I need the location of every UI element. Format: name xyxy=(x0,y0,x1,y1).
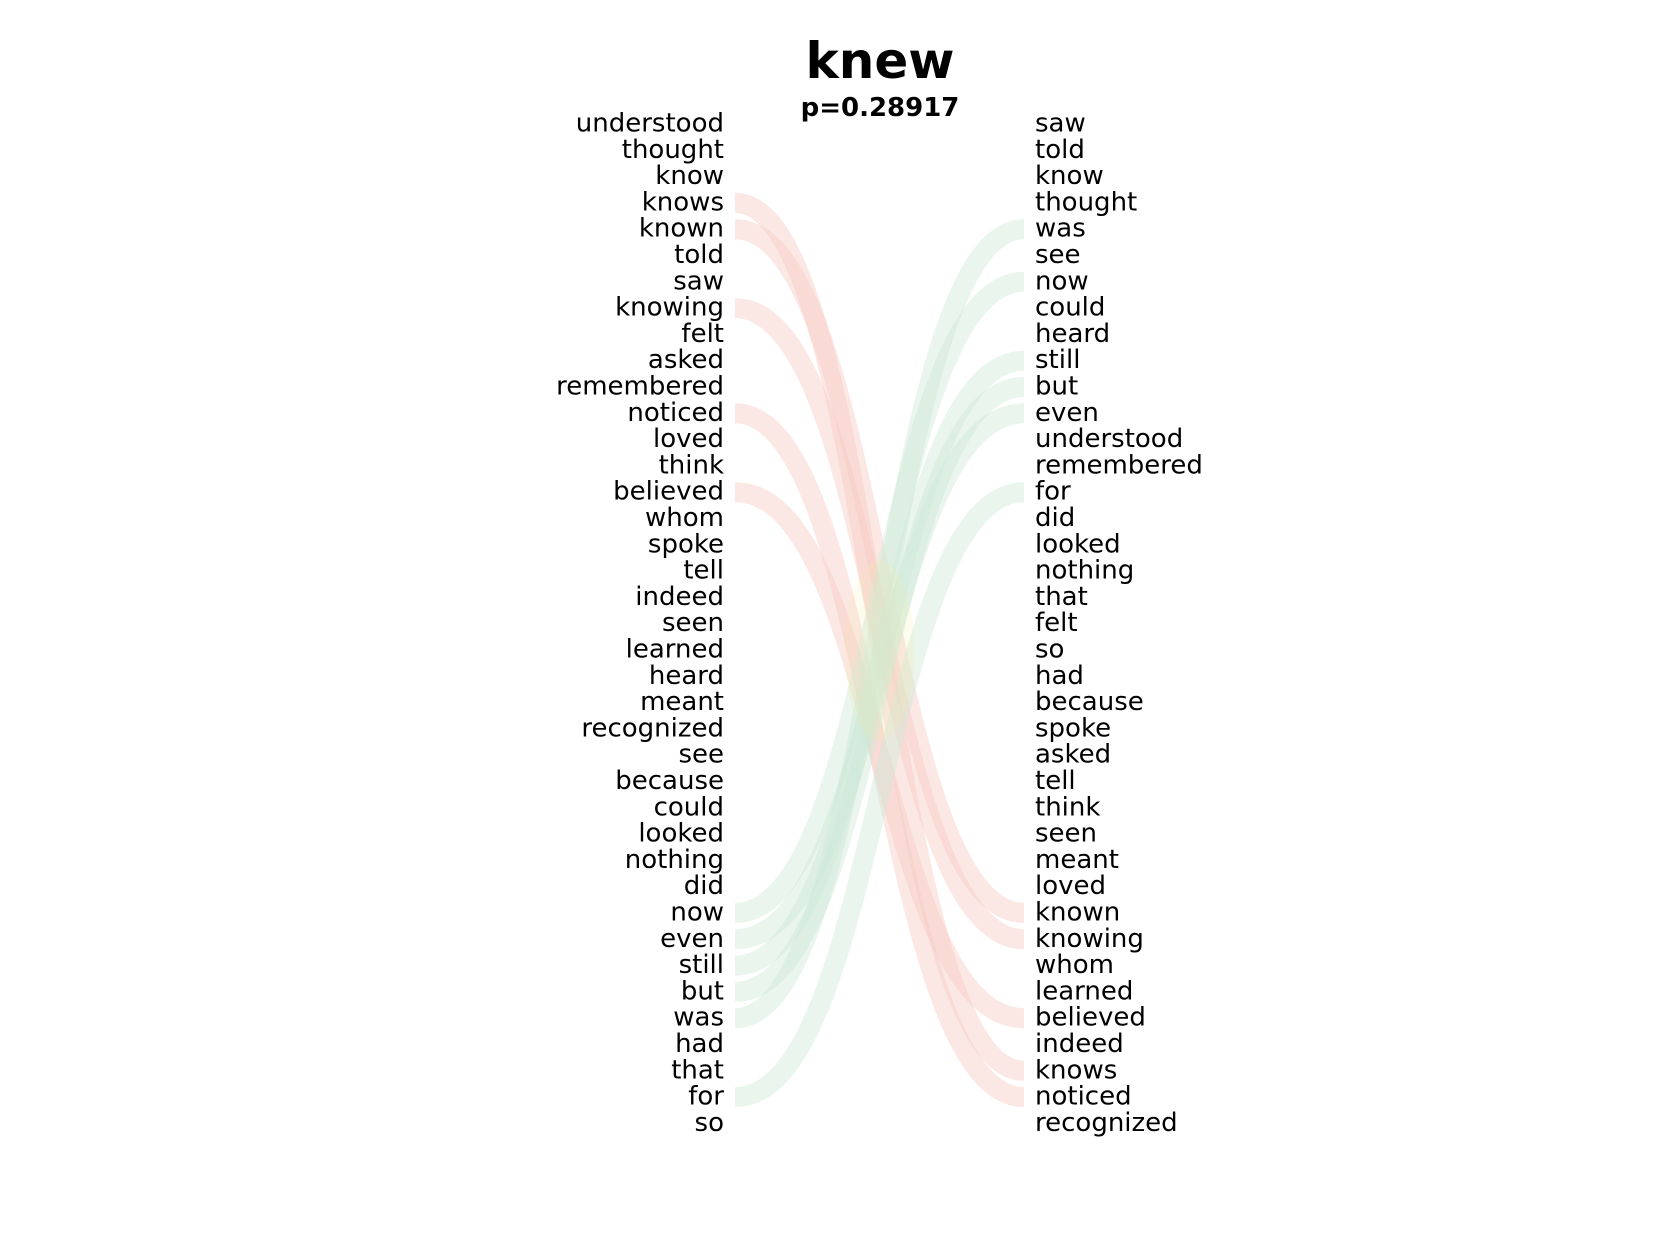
left-word-spoke: spoke xyxy=(648,529,724,559)
left-word-so: so xyxy=(695,1108,724,1138)
right-word-list: sawtoldknowthoughtwasseenowcouldheardsti… xyxy=(1035,109,1203,1138)
right-word-spoke: spoke xyxy=(1035,713,1111,743)
right-word-thought: thought xyxy=(1035,187,1137,217)
right-word-was: was xyxy=(1035,214,1086,244)
left-word-now: now xyxy=(670,898,724,928)
right-word-had: had xyxy=(1035,661,1084,691)
left-word-learned: learned xyxy=(626,635,724,665)
right-word-recognized: recognized xyxy=(1035,1108,1178,1138)
link-knows xyxy=(733,192,1026,1081)
right-word-heard: heard xyxy=(1035,319,1110,349)
right-word-whom: whom xyxy=(1035,950,1114,980)
right-word-now: now xyxy=(1035,266,1089,296)
left-word-that: that xyxy=(671,1055,724,1085)
left-word-looked: looked xyxy=(638,819,724,849)
left-word-know: know xyxy=(655,161,724,191)
right-word-so: so xyxy=(1035,635,1064,665)
right-word-told: told xyxy=(1035,135,1085,165)
link-for xyxy=(733,482,1026,1108)
right-word-think: think xyxy=(1035,792,1100,822)
left-word-had: had xyxy=(675,1029,724,1059)
right-word-learned: learned xyxy=(1035,976,1133,1006)
link-noticed xyxy=(733,403,1026,1108)
left-word-list: understoodthoughtknowknowsknowntoldsawkn… xyxy=(556,109,724,1138)
right-word-knows: knows xyxy=(1035,1055,1117,1085)
left-word-believed: believed xyxy=(613,477,724,507)
right-word-meant: meant xyxy=(1035,845,1119,875)
left-word-loved: loved xyxy=(653,424,724,454)
link-now xyxy=(733,271,1026,923)
left-word-could: could xyxy=(654,792,724,822)
left-word-knows: knows xyxy=(642,187,724,217)
left-word-did: did xyxy=(684,871,724,901)
right-word-looked: looked xyxy=(1035,529,1121,559)
left-word-even: even xyxy=(660,924,724,954)
right-word-knowing: knowing xyxy=(1035,924,1144,954)
left-word-indeed: indeed xyxy=(635,582,724,612)
link-knowing xyxy=(733,298,1026,950)
right-word-seen: seen xyxy=(1035,819,1097,849)
chart-title: knew xyxy=(806,32,955,90)
left-word-felt: felt xyxy=(681,319,724,349)
right-word-nothing: nothing xyxy=(1035,556,1134,586)
left-word-whom: whom xyxy=(645,503,724,533)
left-word-but: but xyxy=(681,976,724,1006)
right-word-but: but xyxy=(1035,372,1078,402)
right-word-remembered: remembered xyxy=(1035,450,1203,480)
right-word-still: still xyxy=(1035,345,1080,375)
right-word-noticed: noticed xyxy=(1035,1082,1132,1112)
left-word-meant: meant xyxy=(640,687,724,717)
right-word-known: known xyxy=(1035,898,1120,928)
right-word-did: did xyxy=(1035,503,1075,533)
rank-links xyxy=(733,192,1026,1108)
right-word-because: because xyxy=(1035,687,1144,717)
right-word-indeed: indeed xyxy=(1035,1029,1124,1059)
right-word-could: could xyxy=(1035,293,1105,323)
right-word-for: for xyxy=(1035,477,1071,507)
left-word-saw: saw xyxy=(673,266,724,296)
link-still xyxy=(733,350,1026,976)
right-word-know: know xyxy=(1035,161,1104,191)
right-word-loved: loved xyxy=(1035,871,1106,901)
left-word-was: was xyxy=(673,1003,724,1033)
chart-subtitle: p=0.28917 xyxy=(801,93,960,123)
right-word-understood: understood xyxy=(1035,424,1183,454)
left-word-nothing: nothing xyxy=(625,845,724,875)
link-but xyxy=(733,377,1026,1002)
left-word-knowing: knowing xyxy=(615,293,724,323)
left-word-for: for xyxy=(688,1082,724,1112)
right-word-even: even xyxy=(1035,398,1099,428)
left-word-told: told xyxy=(674,240,724,270)
right-word-felt: felt xyxy=(1035,608,1078,638)
left-word-see: see xyxy=(678,740,724,770)
right-word-that: that xyxy=(1035,582,1088,612)
link-known xyxy=(733,219,1026,923)
left-word-thought: thought xyxy=(622,135,724,165)
right-word-believed: believed xyxy=(1035,1003,1146,1033)
left-word-understood: understood xyxy=(576,109,724,139)
crossing-tint xyxy=(844,560,915,740)
right-word-see: see xyxy=(1035,240,1081,270)
left-word-asked: asked xyxy=(648,345,724,375)
right-word-saw: saw xyxy=(1035,109,1086,139)
left-word-known: known xyxy=(639,214,724,244)
left-word-recognized: recognized xyxy=(581,713,724,743)
left-word-still: still xyxy=(679,950,724,980)
left-word-because: because xyxy=(615,766,724,796)
left-word-tell: tell xyxy=(683,556,724,586)
link-even xyxy=(734,403,1025,950)
left-word-noticed: noticed xyxy=(627,398,724,428)
link-believed xyxy=(734,482,1025,1029)
right-word-asked: asked xyxy=(1035,740,1111,770)
right-word-tell: tell xyxy=(1035,766,1076,796)
left-word-remembered: remembered xyxy=(556,372,724,402)
left-word-seen: seen xyxy=(662,608,724,638)
link-was xyxy=(733,219,1026,1029)
left-word-heard: heard xyxy=(649,661,724,691)
left-word-think: think xyxy=(659,450,724,480)
